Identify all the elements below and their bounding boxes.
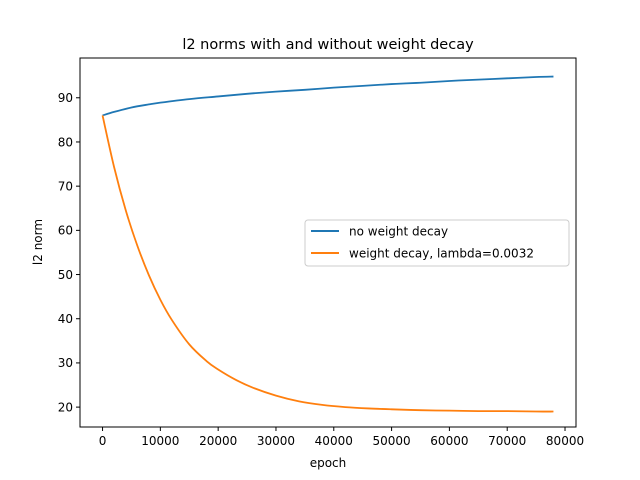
x-tick-label: 30000 (257, 434, 295, 448)
y-tick-label: 50 (58, 268, 73, 282)
y-tick-label: 80 (58, 135, 73, 149)
y-axis-ticks: 20 30 40 50 60 70 80 90 (58, 91, 80, 414)
legend-label-weight-decay: weight decay, lambda=0.0032 (349, 247, 534, 261)
chart-title: l2 norms with and without weight decay (182, 37, 474, 53)
y-axis-label: l2 norm (31, 219, 45, 265)
x-tick-label: 50000 (372, 434, 410, 448)
series-line-weight-decay (101, 115, 554, 413)
plot-area (79, 57, 577, 428)
series-layer (101, 75, 554, 413)
series-line-no-weight-decay (102, 75, 554, 117)
legend-label-no-weight-decay: no weight decay (349, 225, 448, 239)
x-axis-ticks: 0 10000 20000 30000 40000 50000 60000 70000 8000… (99, 427, 584, 448)
y-tick-label: 70 (58, 179, 73, 193)
axes-frame (79, 57, 577, 428)
y-tick-label: 40 (58, 312, 73, 326)
legend-box (304, 219, 570, 267)
x-tick-label: 80000 (546, 434, 584, 448)
y-tick-label: 20 (58, 400, 73, 414)
y-tick-label: 90 (58, 91, 73, 105)
y-tick-label: 60 (58, 224, 73, 238)
x-tick-label: 70000 (488, 434, 526, 448)
x-tick-label: 20000 (199, 434, 237, 448)
x-tick-label: 10000 (141, 434, 179, 448)
x-tick-label: 40000 (315, 434, 353, 448)
y-tick-label: 30 (58, 356, 73, 370)
x-axis-label: epoch (310, 456, 347, 470)
x-tick-label: 0 (99, 434, 107, 448)
legend: no weight decay weight decay, lambda=0.0… (304, 219, 570, 267)
x-tick-label: 60000 (430, 434, 468, 448)
